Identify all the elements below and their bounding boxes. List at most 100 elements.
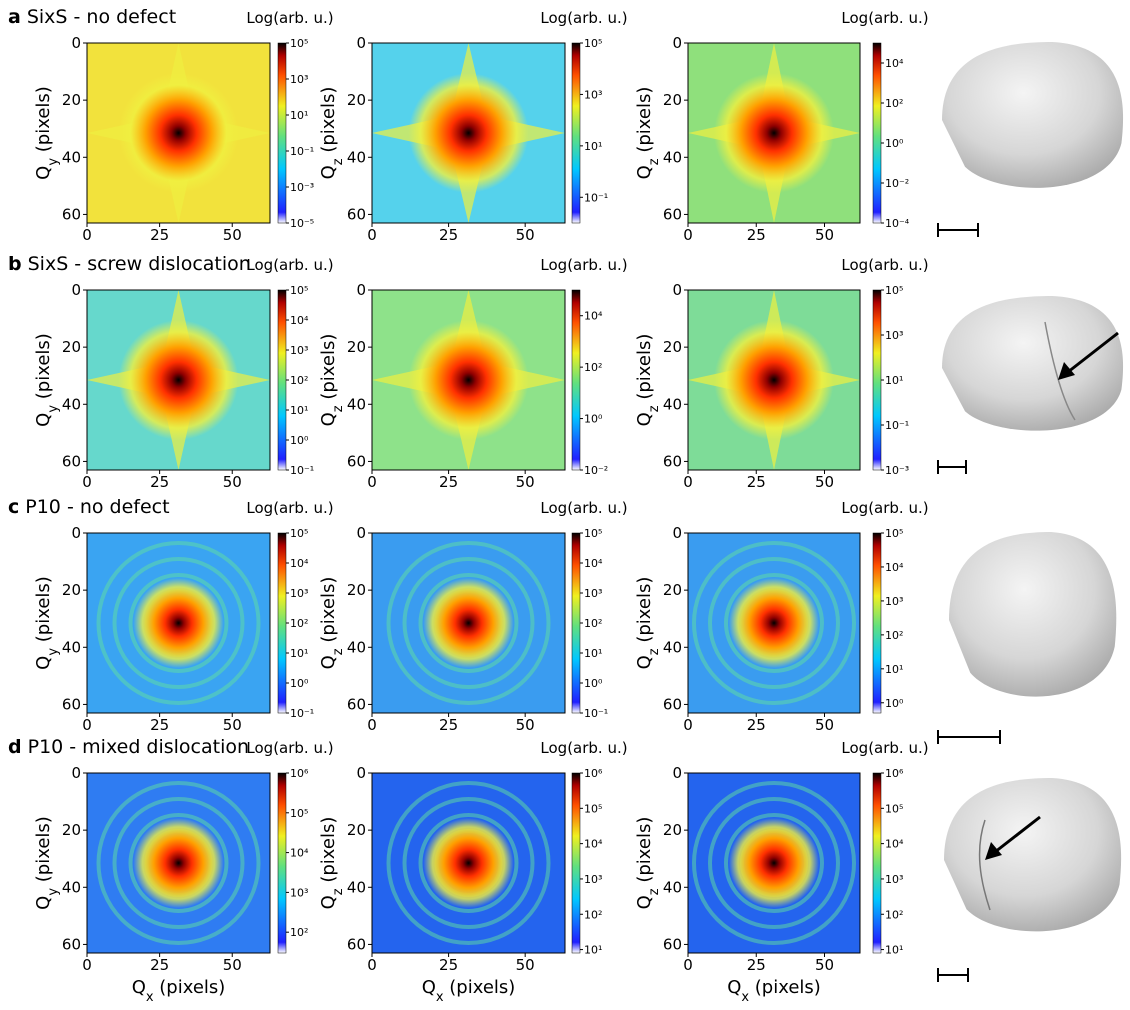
colorbar-tick-label: 10²	[290, 926, 308, 939]
y-axis-label: Qz (pixels)	[634, 334, 662, 427]
y-axis-label: Qz (pixels)	[318, 334, 346, 427]
x-tick-label: 0	[367, 956, 377, 974]
panel-letter: b	[8, 253, 22, 275]
colorbar	[278, 773, 286, 953]
x-tick-label: 0	[683, 716, 693, 734]
y-tick-label: 40	[62, 878, 81, 896]
heatmap	[372, 290, 565, 470]
y-tick-label: 40	[663, 878, 682, 896]
colorbar-label: Log(arb. u.)	[246, 739, 333, 757]
y-tick-label: 0	[672, 281, 682, 299]
colorbar-tick-label: 10⁴	[290, 314, 309, 327]
colorbar-tick-label: 10⁻⁵	[290, 217, 314, 230]
y-tick-label: 20	[62, 338, 81, 356]
colorbar-tick-label: 10⁴	[290, 557, 309, 570]
colorbar-tick-label: 10⁻¹	[885, 419, 909, 432]
x-tick-label: 0	[367, 226, 377, 244]
heatmap	[688, 43, 860, 223]
y-tick-label: 0	[356, 34, 366, 52]
colorbar	[278, 533, 286, 713]
colorbar-tick-label: 10⁵	[290, 807, 308, 820]
particle-render	[949, 532, 1116, 697]
y-axis-label: Qz (pixels)	[318, 817, 346, 910]
y-tick-label: 40	[62, 148, 81, 166]
colorbar	[873, 290, 881, 470]
x-tick-label: 25	[150, 226, 169, 244]
colorbar-tick-label: 10⁵	[885, 284, 903, 297]
y-tick-label: 20	[663, 821, 682, 839]
heatmap-core	[729, 818, 819, 908]
colorbar-tick-label: 10⁻²	[584, 464, 608, 477]
panel-letter: d	[8, 736, 22, 758]
colorbar-tick-label: 10²	[885, 97, 903, 110]
colorbar-tick-label: 10⁻²	[885, 177, 909, 190]
y-axis-label: Qy (pixels)	[33, 86, 61, 180]
y-tick-label: 0	[672, 524, 682, 542]
colorbar-tick-label: 10³	[290, 587, 308, 600]
x-tick-label: 25	[439, 956, 458, 974]
colorbar	[873, 533, 881, 713]
y-axis-label: Qz (pixels)	[318, 87, 346, 180]
heatmap-core	[729, 578, 819, 668]
x-tick-label: 0	[683, 956, 693, 974]
x-axis-label: Qx (pixels)	[727, 977, 821, 1005]
x-tick-label: 50	[223, 226, 242, 244]
colorbar-tick-label: 10³	[885, 329, 903, 342]
x-tick-label: 50	[516, 716, 535, 734]
colorbar-tick-label: 10²	[885, 629, 903, 642]
colorbar-tick-label: 10⁵	[290, 284, 308, 297]
colorbar-tick-label: 10²	[290, 617, 308, 630]
colorbar-label: Log(arb. u.)	[540, 256, 627, 274]
colorbar-tick-label: 10¹	[584, 944, 602, 957]
colorbar-tick-label: 10⁴	[885, 57, 904, 70]
colorbar-tick-label: 10²	[584, 908, 602, 921]
colorbar-label: Log(arb. u.)	[841, 256, 928, 274]
heatmap	[87, 773, 270, 953]
y-tick-label: 20	[663, 91, 682, 109]
y-tick-label: 60	[663, 695, 682, 713]
y-tick-label: 60	[62, 695, 81, 713]
colorbar-tick-label: 10²	[584, 361, 602, 374]
x-tick-label: 25	[747, 956, 766, 974]
panel-title: SixS - screw dislocation	[28, 253, 251, 275]
x-tick-label: 25	[439, 716, 458, 734]
y-tick-label: 20	[62, 821, 81, 839]
x-tick-label: 0	[82, 716, 92, 734]
y-tick-label: 20	[62, 91, 81, 109]
colorbar-tick-label: 10³	[584, 873, 602, 886]
colorbar-tick-label: 10¹	[584, 140, 602, 153]
colorbar-tick-label: 10³	[885, 595, 903, 608]
y-tick-label: 0	[71, 34, 81, 52]
heatmap	[688, 533, 860, 713]
colorbar-tick-label: 10³	[290, 344, 308, 357]
x-tick-label: 0	[82, 956, 92, 974]
heatmap-core	[119, 73, 239, 193]
y-axis-label: Qz (pixels)	[634, 87, 662, 180]
colorbar-tick-label: 10⁻³	[885, 464, 909, 477]
colorbar-tick-label: 10³	[290, 886, 308, 899]
y-tick-label: 0	[672, 34, 682, 52]
x-tick-label: 50	[223, 716, 242, 734]
colorbar-tick-label: 10⁶	[290, 767, 309, 780]
x-tick-label: 50	[516, 956, 535, 974]
panel-letter: a	[8, 6, 21, 28]
x-tick-label: 50	[516, 226, 535, 244]
colorbar-tick-label: 10⁵	[290, 527, 308, 540]
heatmap-core	[134, 818, 224, 908]
colorbar-label: Log(arb. u.)	[841, 499, 928, 517]
colorbar-label: Log(arb. u.)	[540, 9, 627, 27]
x-tick-label: 50	[815, 956, 834, 974]
colorbar-tick-label: 10⁻¹	[290, 464, 314, 477]
colorbar-tick-label: 10⁻⁴	[885, 217, 910, 230]
colorbar-label: Log(arb. u.)	[246, 256, 333, 274]
colorbar-tick-label: 10⁴	[290, 847, 309, 860]
y-tick-label: 20	[347, 91, 366, 109]
particle-render	[942, 296, 1123, 431]
heatmap	[87, 43, 270, 223]
x-tick-label: 0	[683, 473, 693, 491]
x-tick-label: 25	[747, 226, 766, 244]
heatmap-core	[714, 73, 834, 193]
y-tick-label: 40	[663, 148, 682, 166]
heatmap-core	[424, 818, 514, 908]
heatmap	[372, 773, 565, 953]
